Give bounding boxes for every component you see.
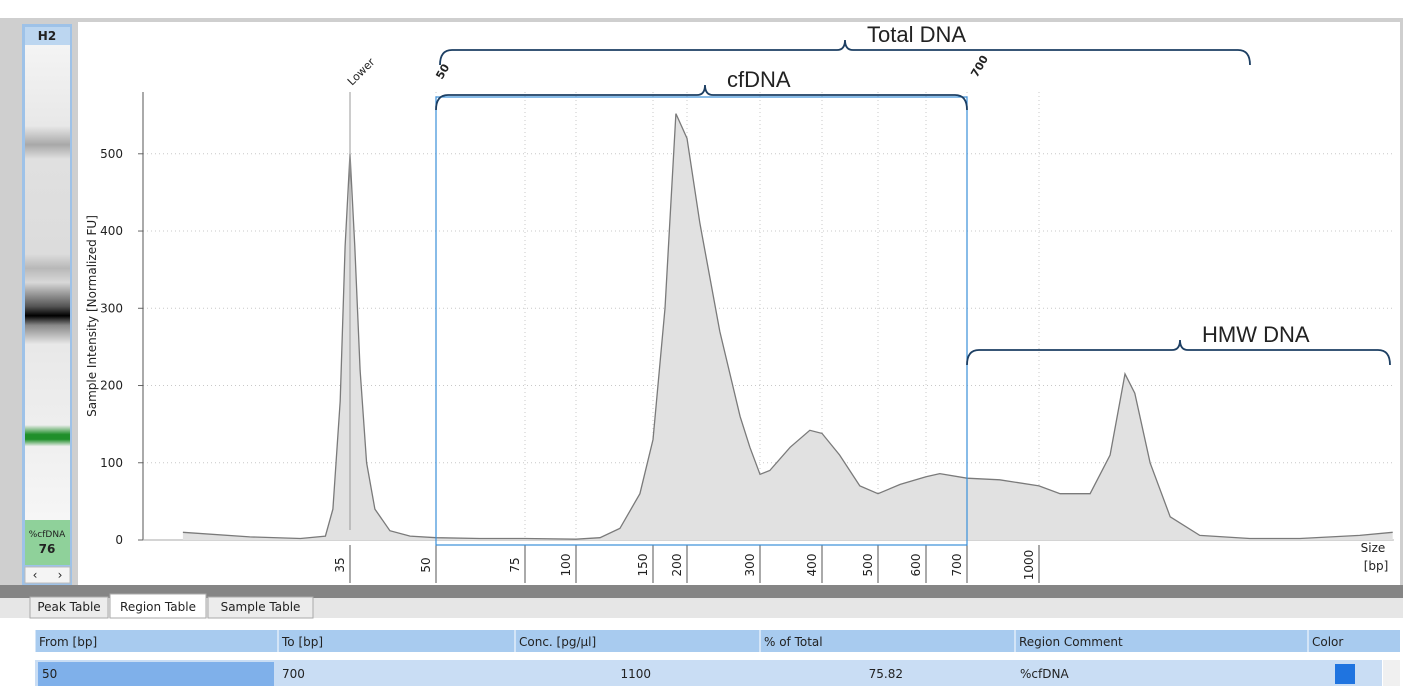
lane-label: H2	[38, 29, 56, 43]
bracket-label: HMW DNA	[1202, 322, 1310, 347]
x-tick-label: 400	[805, 554, 819, 577]
column-header[interactable]: Conc. [pg/µl]	[519, 635, 596, 649]
bracket-label: Total DNA	[867, 22, 966, 47]
tab-strip-bar	[0, 585, 1403, 598]
selected-cell	[38, 662, 274, 686]
x-tick-label: 100	[559, 554, 573, 577]
y-tick-label: 400	[100, 224, 123, 238]
x-tick-label: 700	[950, 554, 964, 577]
column-header[interactable]: To [bp]	[281, 635, 323, 649]
tabs: Peak Table Region Table Sample Table	[30, 594, 313, 618]
y-axis-label: Sample Intensity [Normalized FU]	[85, 215, 99, 417]
y-tick-label: 200	[100, 379, 123, 393]
tab-label[interactable]: Peak Table	[37, 600, 100, 614]
y-tick-label: 500	[100, 147, 123, 161]
table-cell: 75.82	[869, 667, 903, 681]
page: { "lane": {"label": "H2", "metric_label"…	[0, 0, 1403, 686]
x-tick-label: 200	[670, 554, 684, 577]
x-tick-label: 600	[909, 554, 923, 577]
tab-label[interactable]: Sample Table	[221, 600, 301, 614]
x-tick-label: 35	[333, 557, 347, 572]
y-tick-label: 100	[100, 456, 123, 470]
tab-label[interactable]: Region Table	[120, 600, 196, 614]
column-header[interactable]: From [bp]	[39, 635, 97, 649]
app-window: H2 %cfDNA 76 ‹ › Peak Table Region Table S…	[0, 0, 1403, 686]
table-cell: 50	[42, 667, 57, 681]
bracket-label: cfDNA	[727, 67, 791, 92]
column-header[interactable]: Region Comment	[1019, 635, 1123, 649]
x-tick-label: 300	[743, 554, 757, 577]
column-header[interactable]: % of Total	[764, 635, 823, 649]
x-tick-label: 50	[419, 557, 433, 572]
x-tick-label: 1000	[1022, 550, 1036, 581]
metric-label: %cfDNA	[29, 530, 66, 540]
x-axis-label: Size	[1361, 541, 1386, 555]
table-cell: %cfDNA	[1020, 667, 1069, 681]
gel-image	[25, 45, 70, 520]
table-header	[35, 630, 1400, 652]
y-tick-label: 0	[115, 533, 123, 547]
scrollbar	[1383, 660, 1400, 686]
x-tick-label: 500	[861, 554, 875, 577]
table-cell: 700	[282, 667, 305, 681]
metric-value: 76	[39, 542, 56, 556]
y-tick-label: 300	[100, 301, 123, 315]
x-axis-label: [bp]	[1364, 559, 1389, 573]
x-tick-label: 75	[508, 557, 522, 572]
column-header[interactable]: Color	[1312, 635, 1343, 649]
scroll-right[interactable]: ›	[58, 568, 63, 582]
table-cell: 1100	[620, 667, 651, 681]
scroll-left[interactable]: ‹	[33, 568, 38, 582]
color-swatch	[1335, 664, 1355, 684]
x-tick-label: 150	[636, 554, 650, 577]
